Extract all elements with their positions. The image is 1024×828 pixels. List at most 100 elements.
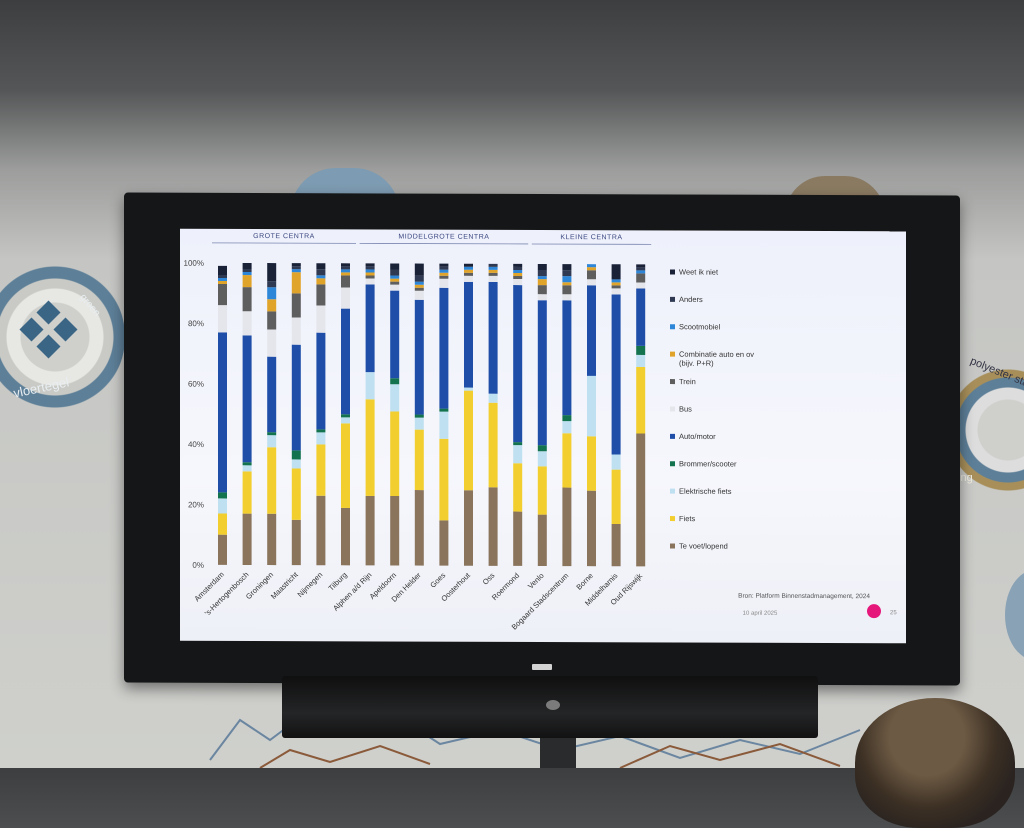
bar-segment (316, 429, 325, 432)
bar-segment (316, 278, 325, 284)
bar-segment (390, 285, 399, 291)
legend-swatch (670, 379, 675, 384)
bar-segment (218, 284, 227, 305)
bar-segment (415, 288, 424, 291)
legend-label: Trein (679, 377, 696, 386)
bar-segment (489, 267, 498, 270)
x-tick-label: Tilburg (327, 570, 349, 592)
bar-segment (439, 279, 448, 288)
bar-segment (390, 291, 399, 379)
bar-segment (439, 439, 448, 521)
audience-head (855, 698, 1015, 828)
bar-segment (267, 447, 276, 513)
bar-segment (341, 309, 350, 415)
y-tick-label: 100% (184, 259, 204, 268)
bar-segment (636, 346, 645, 355)
bar-segment (612, 282, 621, 285)
bar-segment (390, 411, 399, 496)
bar-segment (439, 267, 448, 270)
bar-segment (218, 535, 227, 565)
bar-segment (636, 267, 645, 270)
bar-segment (513, 512, 522, 566)
bar-segment (366, 399, 375, 496)
bar-segment (612, 288, 621, 294)
bar-segment (612, 285, 621, 288)
legend-label: Scootmobiel (679, 322, 721, 331)
bar-segment (341, 272, 350, 275)
bar-segment (513, 279, 522, 285)
soundbar (282, 676, 818, 738)
bar-segment (538, 276, 547, 279)
bar-segment (489, 273, 498, 276)
bar-segment (292, 520, 301, 565)
bar-segment (218, 492, 227, 498)
bar-segment (464, 282, 473, 388)
legend-swatch (670, 406, 675, 411)
source-note: Bron: Platform Binnenstadmanagement, 202… (738, 593, 870, 600)
bar-segment (439, 264, 448, 267)
legend-label-continued: (bijv. P+R) (679, 359, 714, 368)
bar-segment (464, 264, 473, 267)
bar-segment (562, 264, 571, 270)
bar-segment (587, 279, 596, 285)
bar-segment (636, 264, 645, 267)
bar-segment (267, 514, 276, 565)
wall-logo-left-label: vloertegel (12, 374, 70, 400)
x-tick-label: Oss (481, 571, 497, 587)
x-tick-label: 's-Hertogenbosch (203, 570, 251, 618)
bar-segment (513, 442, 522, 445)
bar-segment (316, 284, 325, 305)
bar-segment (341, 414, 350, 417)
legend-swatch (670, 516, 675, 521)
x-tick-label: Borne (574, 571, 595, 591)
bar-segment (587, 376, 596, 436)
bar-segment (538, 279, 547, 285)
legend-label: Auto/motor (679, 432, 716, 441)
bar-segment (636, 288, 645, 345)
bar-segment (218, 266, 227, 275)
bar-segment (489, 276, 498, 282)
bar-segment (464, 270, 473, 273)
bar-segment (267, 299, 276, 311)
wall-logo-far-right (1005, 570, 1024, 660)
y-tick-label: 60% (188, 380, 204, 389)
bar-segment (489, 403, 498, 488)
bar-segment (415, 282, 424, 285)
bar-segment (464, 391, 473, 491)
bar-segment (218, 281, 227, 284)
bar-segment (612, 470, 621, 524)
bar-segment (562, 276, 571, 282)
bar-segment (612, 279, 621, 282)
bar-segment (513, 285, 522, 442)
bar-segment (243, 514, 252, 565)
bar-segment (218, 332, 227, 492)
bar-segment (415, 285, 424, 288)
y-tick-label: 20% (188, 500, 204, 509)
bar-segment (341, 275, 350, 287)
bar-segment (636, 355, 645, 367)
bar-segment (292, 317, 301, 344)
legend-label: Te voet/lopend (679, 541, 728, 550)
bar-segment (538, 264, 547, 270)
bar-segment (243, 311, 252, 335)
bar-segment (562, 433, 571, 487)
bar-segment (513, 267, 522, 270)
tv-brand-logo (532, 664, 552, 670)
bar-segment (267, 329, 276, 356)
legend-label: Brommer/scooter (679, 459, 737, 468)
x-tick-label: Goes (428, 571, 447, 590)
legend-label: Combinatie auto en ov (679, 350, 754, 359)
bar-segment (439, 412, 448, 439)
bar-segment (415, 264, 424, 276)
bar-segment (390, 263, 399, 269)
bar-segment (587, 491, 596, 567)
bar-segment (292, 266, 301, 269)
bar-segment (636, 282, 645, 288)
bar-segment (513, 445, 522, 463)
bar-segment (390, 282, 399, 285)
legend-label: Bus (679, 404, 692, 413)
bar-segment (538, 294, 547, 300)
